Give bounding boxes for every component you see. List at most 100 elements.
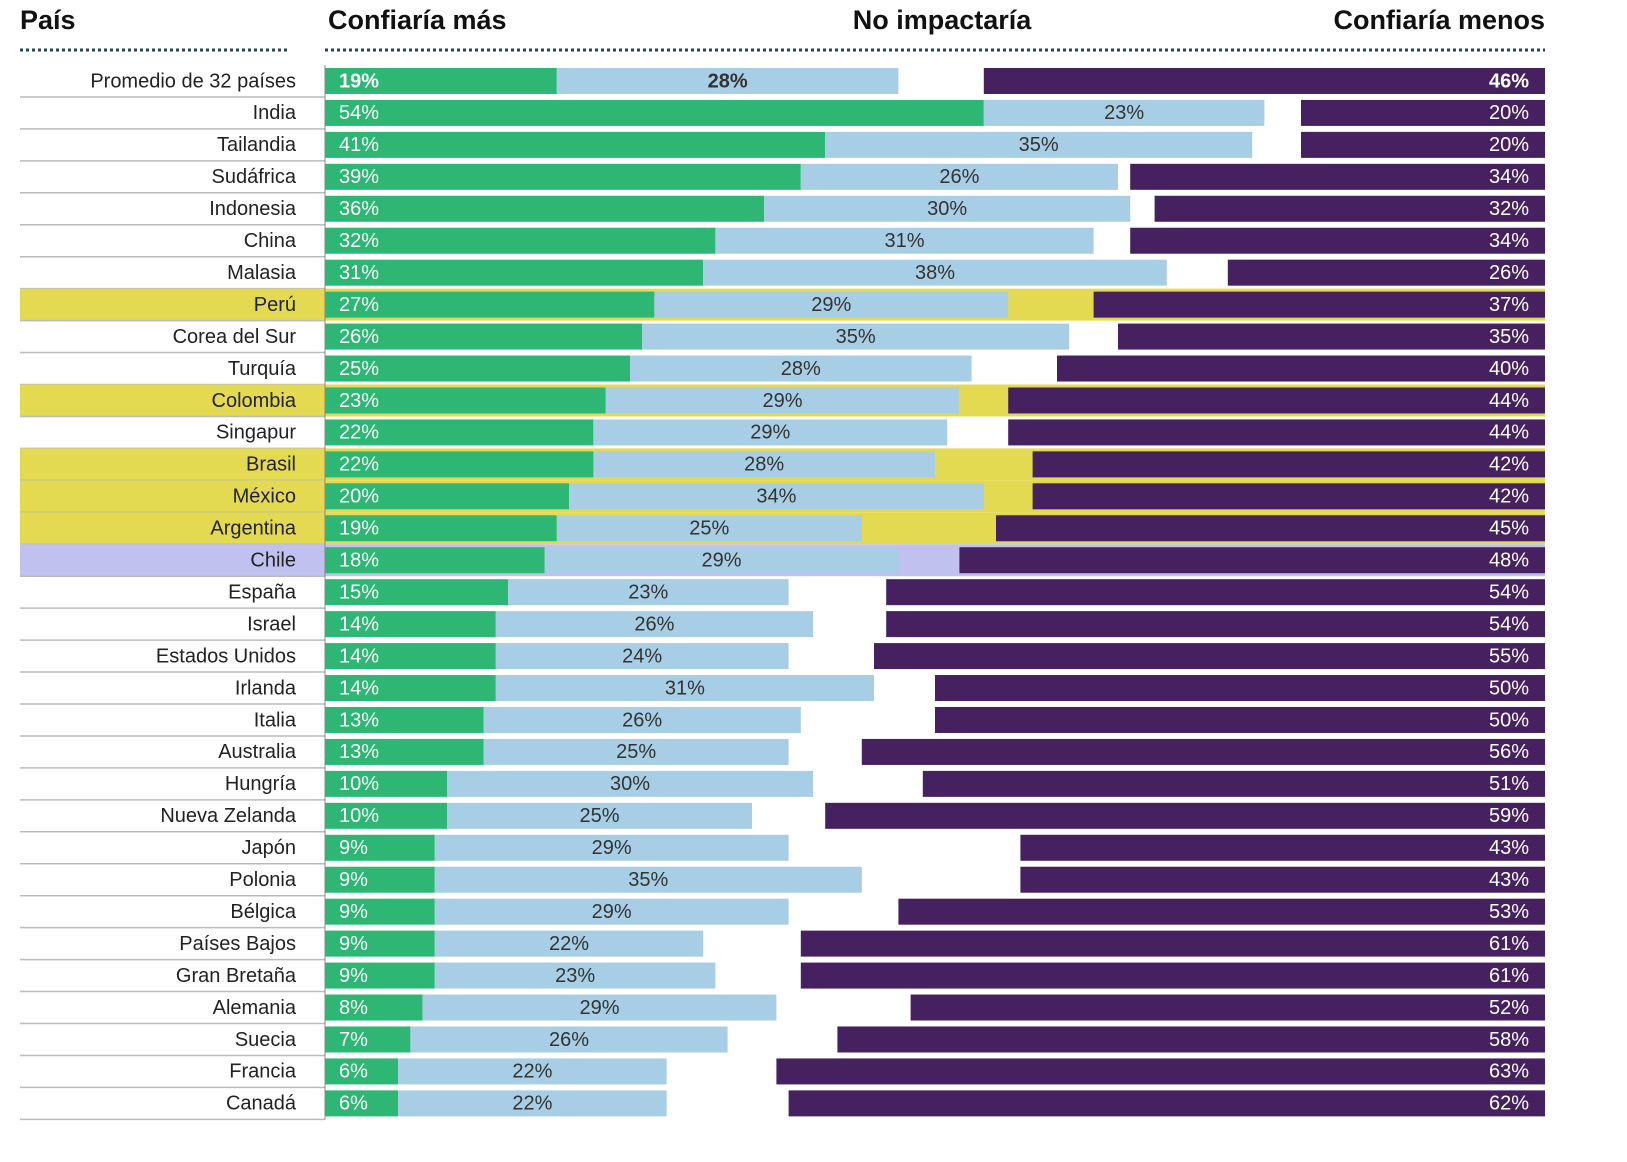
bar-segment: [483, 738, 789, 765]
value-label: 23%: [555, 965, 595, 987]
value-label: 9%: [339, 837, 368, 859]
bar-segment: [935, 675, 1545, 702]
value-label: 10%: [339, 773, 379, 795]
value-label: 63%: [1489, 1061, 1529, 1083]
value-label: 25%: [689, 518, 729, 540]
value-label: 20%: [1489, 134, 1529, 156]
value-label: 35%: [1019, 134, 1059, 156]
bar-segment: [886, 579, 1545, 606]
bar-segment: [959, 547, 1545, 574]
value-label: 35%: [836, 326, 876, 348]
value-label: 56%: [1489, 741, 1529, 763]
value-label: 61%: [1489, 933, 1529, 955]
category-label: Tailandia: [217, 134, 297, 156]
bar-segment: [886, 611, 1545, 638]
value-label: 24%: [622, 645, 662, 667]
bar-segment: [1154, 195, 1545, 222]
value-label: 44%: [1489, 422, 1529, 444]
value-label: 54%: [1489, 581, 1529, 603]
bar-segment: [325, 770, 447, 797]
bar-segment: [495, 611, 813, 638]
bar-segment: [447, 802, 752, 829]
bar-segment: [325, 99, 984, 126]
value-label: 36%: [339, 198, 379, 220]
value-label: 35%: [1489, 326, 1529, 348]
bar-segment: [1032, 483, 1545, 510]
value-label: 9%: [339, 869, 368, 891]
value-label: 50%: [1489, 709, 1529, 731]
value-label: 42%: [1489, 486, 1529, 508]
bar-segment: [325, 738, 484, 765]
value-label: 23%: [628, 581, 668, 603]
bar-segment: [325, 451, 594, 478]
category-label: Francia: [229, 1061, 297, 1083]
category-label: Turquía: [228, 358, 297, 380]
bar-segment: [1227, 259, 1545, 286]
bar-segment: [325, 163, 801, 190]
value-label: 9%: [339, 901, 368, 923]
value-label: 41%: [339, 134, 379, 156]
bar-segment: [1057, 355, 1545, 382]
value-label: 46%: [1489, 70, 1529, 92]
bar-segment: [544, 547, 899, 574]
category-label: Irlanda: [235, 677, 297, 699]
value-label: 43%: [1489, 837, 1529, 859]
category-label: Promedio de 32 países: [90, 70, 296, 92]
bar-segment: [1118, 323, 1545, 350]
value-label: 31%: [665, 677, 705, 699]
bar-segment: [325, 611, 496, 638]
value-label: 13%: [339, 741, 379, 763]
bar-segment: [800, 163, 1118, 190]
bar-segment: [325, 930, 435, 957]
value-label: 29%: [811, 294, 851, 316]
category-label: Indonesia: [209, 198, 297, 220]
bar-segment: [434, 834, 789, 861]
value-label: 55%: [1489, 645, 1529, 667]
bar-segment: [325, 547, 545, 574]
value-label: 18%: [339, 550, 379, 572]
value-label: 40%: [1489, 358, 1529, 380]
value-label: 13%: [339, 709, 379, 731]
category-label: Gran Bretaña: [176, 965, 297, 987]
value-label: 30%: [610, 773, 650, 795]
value-label: 29%: [579, 997, 619, 1019]
value-label: 28%: [708, 70, 748, 92]
category-label: Canadá: [226, 1093, 297, 1115]
bar-segment: [325, 802, 447, 829]
value-label: 32%: [339, 230, 379, 252]
bar-segment: [325, 1058, 399, 1085]
bar-segment: [410, 1026, 728, 1053]
value-label: 53%: [1489, 901, 1529, 923]
bar-segment: [1301, 99, 1545, 126]
bar-segment: [325, 355, 630, 382]
category-label: Hungría: [225, 773, 297, 795]
value-label: 54%: [1489, 613, 1529, 635]
legend-right: Confiaría menos: [1333, 5, 1545, 35]
bar-segment: [642, 323, 1070, 350]
bar-segment: [325, 643, 496, 670]
bar-segment: [1008, 387, 1545, 414]
bar-segment: [434, 898, 789, 925]
bar-segment: [935, 706, 1545, 733]
legend-center: No impactaría: [853, 5, 1033, 35]
value-label: 14%: [339, 613, 379, 635]
bar-segment: [325, 579, 508, 606]
value-label: 26%: [622, 709, 662, 731]
value-label: 54%: [339, 102, 379, 124]
value-label: 22%: [512, 1061, 552, 1083]
bar-segment: [325, 866, 435, 893]
value-label: 26%: [1489, 262, 1529, 284]
value-label: 29%: [762, 390, 802, 412]
category-label: Australia: [218, 741, 297, 763]
bar-segment: [447, 770, 813, 797]
bar-segment: [874, 643, 1545, 670]
value-label: 19%: [339, 518, 379, 540]
category-label: Perú: [254, 294, 296, 316]
bar-segment: [800, 930, 1545, 957]
bar-segment: [569, 483, 984, 510]
bar-segment: [776, 1058, 1545, 1085]
value-label: 45%: [1489, 518, 1529, 540]
bar-segment: [325, 675, 496, 702]
bar-segment: [630, 355, 972, 382]
